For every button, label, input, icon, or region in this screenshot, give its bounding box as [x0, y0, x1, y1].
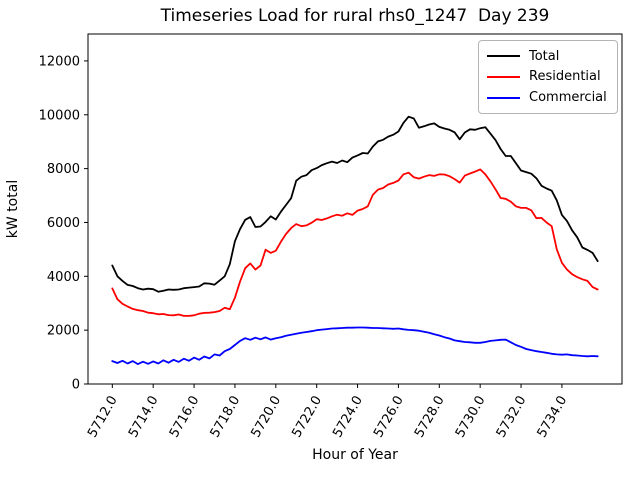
x-tick-label: 5712.0	[85, 394, 121, 441]
legend-label-total: Total	[529, 48, 560, 64]
y-tick-label: 0	[72, 378, 80, 393]
legend-item-commercial: Commercial	[487, 88, 609, 108]
x-tick-label: 5720.0	[249, 394, 285, 441]
x-tick-label: 5714.0	[126, 394, 162, 441]
y-tick-label: 4000	[47, 270, 80, 285]
legend: Total Residential Commercial	[478, 40, 618, 114]
x-tick-label: 5716.0	[167, 394, 203, 441]
y-tick-label: 10000	[39, 108, 80, 123]
x-tick-label: 5726.0	[371, 394, 407, 441]
x-tick-label: 5732.0	[494, 394, 530, 441]
y-tick-label: 8000	[47, 162, 80, 177]
legend-line-commercial-icon	[487, 96, 520, 99]
legend-item-total: Total	[487, 46, 609, 66]
x-tick-label: 5718.0	[208, 394, 244, 441]
series-line-residential	[111, 168, 599, 317]
series-line-commercial	[111, 326, 599, 366]
x-tick-label: 5722.0	[289, 394, 325, 441]
x-tick-label: 5724.0	[330, 394, 366, 441]
series-line-total	[111, 115, 599, 293]
legend-label-commercial: Commercial	[529, 90, 607, 106]
x-tick-label: 5734.0	[535, 394, 571, 441]
y-tick-label: 6000	[47, 216, 80, 231]
x-tick-label: 5730.0	[453, 394, 489, 441]
y-tick-label: 2000	[47, 324, 80, 339]
chart-title: Timeseries Load for rural rhs0_1247 Day …	[160, 6, 550, 26]
x-axis-label: Hour of Year	[312, 447, 398, 463]
legend-line-total-icon	[487, 55, 520, 58]
y-axis-label: kW total	[5, 180, 21, 238]
legend-line-residential-icon	[487, 75, 520, 78]
axes-spines	[87, 33, 623, 385]
legend-label-residential: Residential	[529, 69, 601, 85]
y-tick-label: 12000	[39, 54, 80, 69]
x-tick-label: 5728.0	[412, 394, 448, 441]
legend-item-residential: Residential	[487, 67, 609, 87]
